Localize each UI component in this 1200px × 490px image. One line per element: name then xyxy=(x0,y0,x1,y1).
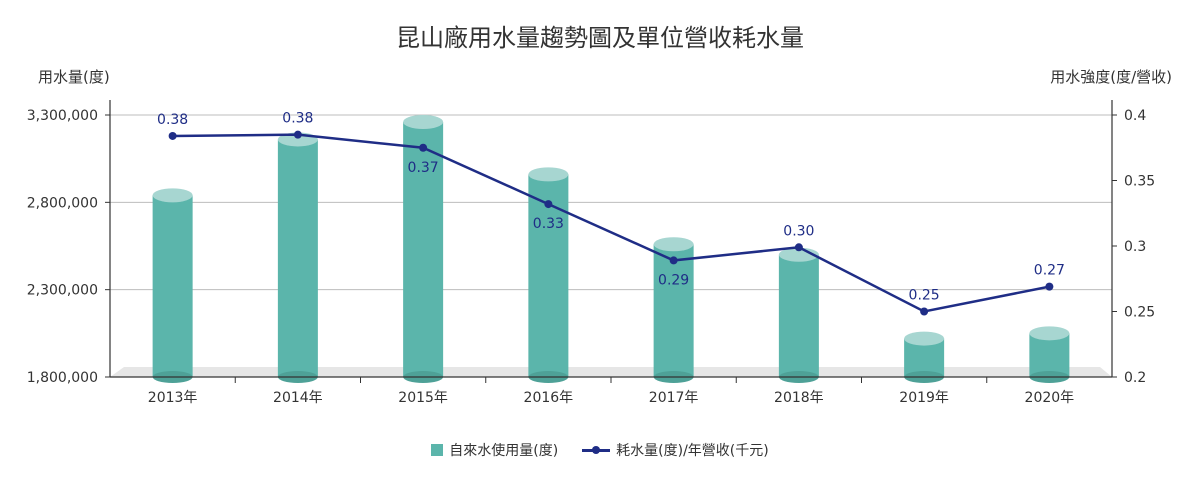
legend-label-water-usage: 自來水使用量(度) xyxy=(449,443,559,459)
bar-body xyxy=(403,121,444,377)
line-data-label: 0.38 xyxy=(282,111,313,127)
x-tick-label: 2015年 xyxy=(398,390,448,406)
line-point-2015年 xyxy=(419,143,428,152)
legend-line-swatch xyxy=(582,444,611,456)
plot-floor xyxy=(110,367,1112,377)
bar-body xyxy=(1029,333,1070,377)
bar-cap xyxy=(904,331,945,346)
x-tick-label: 2020年 xyxy=(1025,390,1075,406)
right-tick-label: 0.4 xyxy=(1124,108,1146,124)
bar-2019年 xyxy=(904,331,945,383)
bar-cap xyxy=(528,167,569,182)
line-point-2017年 xyxy=(669,256,678,265)
bar-cap xyxy=(403,114,444,129)
bar-2017年 xyxy=(653,237,694,383)
line-data-label: 0.29 xyxy=(658,272,689,288)
right-tick-label: 0.2 xyxy=(1124,370,1146,386)
x-tick-label: 2017年 xyxy=(649,390,699,406)
bar-2020年 xyxy=(1029,326,1070,383)
line-data-label: 0.30 xyxy=(783,223,814,239)
legend-item-water-intensity[interactable]: 耗水量(度)/年營收(千元) xyxy=(582,440,769,460)
x-tick-label: 2013年 xyxy=(148,390,198,406)
x-tick-label: 2016年 xyxy=(524,390,574,406)
chart-title: 昆山廠用水量趨勢圖及單位營收耗水量 xyxy=(396,24,804,52)
line-data-label: 0.38 xyxy=(157,112,188,128)
legend: 自來水使用量(度) 耗水量(度)/年營收(千元) xyxy=(0,440,1200,460)
line-point-2020年 xyxy=(1045,282,1054,291)
line-point-2014年 xyxy=(293,130,302,139)
bar-2016年 xyxy=(528,167,569,383)
line-point-2019年 xyxy=(920,307,929,316)
x-tick-label: 2019年 xyxy=(899,390,949,406)
left-axis-label: 用水量(度) xyxy=(38,68,110,86)
right-tick-label: 0.3 xyxy=(1124,239,1146,255)
right-axis-label: 用水強度(度/營收) xyxy=(1050,68,1172,86)
bar-cap xyxy=(653,237,694,252)
bar-cap xyxy=(152,188,193,203)
line-point-2013年 xyxy=(168,131,177,140)
line-point-2018年 xyxy=(794,243,803,252)
left-tick-label: 3,300,000 xyxy=(27,108,98,124)
x-tick-label: 2018年 xyxy=(774,390,824,406)
bar-2018年 xyxy=(778,247,819,383)
line-data-label: 0.37 xyxy=(408,160,439,176)
right-tick-label: 0.35 xyxy=(1124,174,1155,190)
bar-2013年 xyxy=(152,188,193,383)
legend-item-water-usage[interactable]: 自來水使用量(度) xyxy=(431,440,558,460)
line-data-label: 0.33 xyxy=(533,216,564,232)
line-point-2016年 xyxy=(544,200,553,209)
right-tick-label: 0.25 xyxy=(1124,305,1155,321)
legend-bar-swatch xyxy=(431,444,444,456)
bar-body xyxy=(277,139,318,377)
x-tick-label: 2014年 xyxy=(273,390,323,406)
bar-2014年 xyxy=(277,132,318,383)
bar-body xyxy=(528,174,569,377)
legend-label-water-intensity: 耗水量(度)/年營收(千元) xyxy=(616,443,769,459)
line-data-label: 0.25 xyxy=(909,288,940,304)
line-data-label: 0.27 xyxy=(1034,263,1065,279)
bar-body xyxy=(653,244,694,377)
intensity-line xyxy=(172,133,1050,313)
left-tick-label: 2,800,000 xyxy=(27,195,98,211)
left-tick-label: 1,800,000 xyxy=(27,370,98,386)
bar-body xyxy=(778,254,819,377)
bar-body xyxy=(152,195,193,377)
left-tick-label: 2,300,000 xyxy=(27,283,98,299)
bar-cap xyxy=(1029,326,1070,341)
